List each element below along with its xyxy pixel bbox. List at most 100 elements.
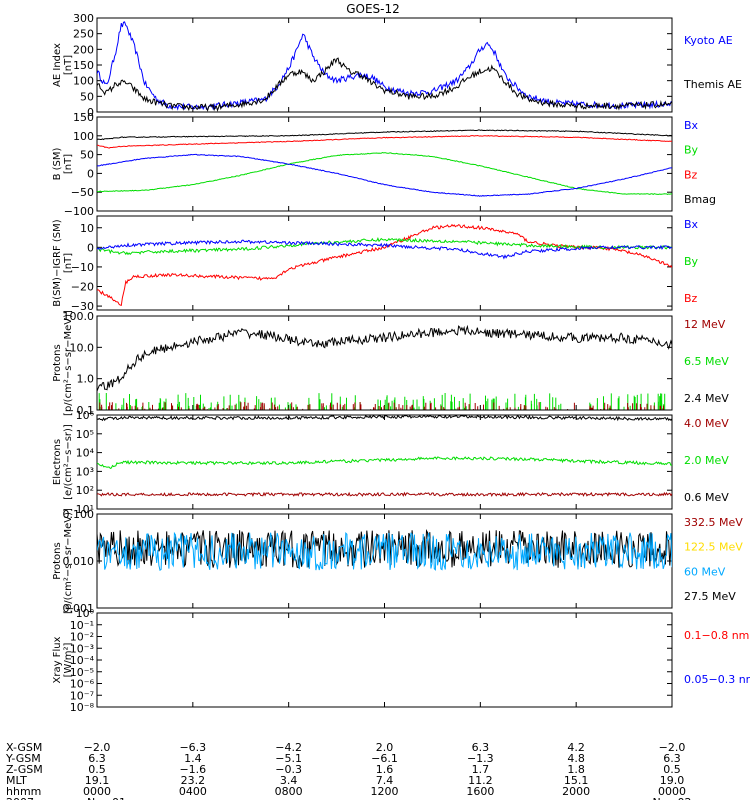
x-axis-tick-value: −4.2 (275, 741, 302, 754)
series-0-6-mev (97, 415, 672, 422)
series-2-0-mev (97, 456, 672, 469)
y-axis-label: B(SM)−IGRF (SM) (52, 219, 63, 306)
y-tick-label: 100.0 (63, 310, 95, 323)
series-2-4-mev (97, 324, 672, 392)
x-axis-tick-value: 4.8 (567, 752, 585, 765)
panel-6: 0.100 0.010 0.001 Protons [p/(cm²−s−sr−MeV)]… (52, 508, 743, 615)
y-axis-label: AE Index (52, 43, 63, 87)
x-axis-tick-value: −2.0 (659, 741, 686, 754)
x-axis-tick-value: −2.0 (84, 741, 111, 754)
series-kyoto-ae (97, 21, 672, 111)
x-axis-tick-value: 0000 (658, 785, 686, 798)
y-tick-label: 0.100 (63, 508, 95, 521)
y-axis-label: [p/(cm²−s−sr−MeV)] (63, 310, 74, 416)
y-tick-label: −20 (71, 281, 94, 294)
x-axis-tick-value: 2.0 (376, 741, 394, 754)
series-4-0-mev (97, 491, 672, 497)
y-tick-label: 10.0 (70, 341, 95, 354)
y-tick-label: 150 (73, 59, 94, 72)
x-axis-tick-value: 4.2 (567, 741, 585, 754)
series-bx (97, 153, 672, 197)
x-axis-tick-value: 3.4 (280, 774, 298, 787)
y-tick-label: 10⁻⁷ (70, 689, 94, 702)
panel-frame (96, 116, 673, 212)
series-6-5-mev (98, 393, 666, 410)
panel-5: 10⁶ 10⁵ 10⁴ 10³ 10² 10¹ Electrons [e/(cm²−s−sr)… (52, 409, 729, 516)
y-tick-label: 0.001 (63, 602, 95, 615)
x-axis-tick-value: 0000 (83, 785, 111, 798)
x-axis-tick-value: 7.4 (376, 774, 394, 787)
panel-3: 10 0 −10 −20 −30 B(SM)−IGRF (SM) [nT] Bx By Bz (52, 215, 699, 313)
y-axis-label: Protons (52, 344, 63, 381)
x-axis-tick-value: 6.3 (88, 752, 106, 765)
x-axis-tick-value: 23.2 (181, 774, 206, 787)
y-tick-label: 0 (87, 241, 94, 254)
series-bz (97, 223, 672, 307)
x-axis-tick-value: −5.1 (275, 752, 302, 765)
series-bmag (97, 129, 672, 141)
legend-entry: Bx (684, 119, 699, 132)
x-axis-table: X-GSMY-GSMZ-GSMMLThhmm2007−2.06.30.519.1… (5, 741, 691, 800)
legend-entry: Bx (684, 218, 699, 231)
y-tick-label: 10⁻³ (70, 642, 94, 655)
x-axis-tick-value: 1.8 (567, 763, 585, 776)
y-tick-label: −100 (64, 205, 94, 218)
x-axis-tick-value: 19.0 (660, 774, 685, 787)
y-tick-label: 10² (76, 484, 94, 497)
y-tick-label: 0 (87, 167, 94, 180)
x-axis-tick-value: 6.3 (472, 741, 490, 754)
y-tick-label: 200 (73, 43, 94, 56)
legend-entry: Themis AE (683, 78, 742, 91)
panel-frame (96, 315, 673, 411)
x-axis-tick-value: 6.3 (663, 752, 681, 765)
y-axis-label: [W/m²] (63, 642, 74, 677)
x-axis-tick-value: 2000 (562, 785, 590, 798)
panel-1: 300 250 200 150 100 50 0 AE Index [nT] Kyoto AE Th… (52, 12, 742, 119)
y-tick-label: 100 (73, 75, 94, 88)
series-themis-ae (97, 57, 672, 112)
legend-entry: 4.0 MeV (684, 417, 729, 430)
legend-entry: 0.05−0.3 nm (684, 673, 750, 686)
plot-title: GOES-12 (346, 2, 400, 16)
y-axis-label: Electrons (52, 439, 63, 485)
y-tick-label: 100 (73, 130, 94, 143)
y-tick-label: 300 (73, 12, 94, 25)
x-axis-tick-value: 0400 (179, 785, 207, 798)
y-tick-label: 10⁰ (76, 607, 95, 620)
x-axis-tick-value: 19.1 (85, 774, 110, 787)
y-tick-label: 10⁴ (76, 447, 95, 460)
y-tick-label: 10⁵ (76, 428, 94, 441)
y-tick-label: 1.0 (77, 373, 95, 386)
y-axis-label: Protons (52, 542, 63, 579)
x-axis-tick-value: Nov 01 (87, 796, 126, 800)
x-axis-tick-value: −1.3 (467, 752, 494, 765)
x-axis-tick-value: −6.1 (371, 752, 398, 765)
legend-entry: By (684, 255, 699, 268)
legend-entry: Bmag (684, 193, 716, 206)
y-tick-label: 10⁶ (76, 409, 95, 422)
y-tick-label: 10¹ (76, 503, 94, 516)
x-axis-tick-value: −6.3 (179, 741, 206, 754)
y-tick-label: 10⁻⁵ (70, 666, 94, 679)
x-axis-tick-value: 1.4 (184, 752, 202, 765)
x-axis-row-label: 2007 (6, 796, 34, 800)
x-axis-tick-value: 15.1 (564, 774, 589, 787)
legend-entry: 6.5 MeV (684, 355, 729, 368)
panel-frame (96, 17, 673, 113)
series-bz (97, 134, 672, 149)
y-tick-label: 10⁻¹ (70, 619, 94, 632)
y-tick-label: −30 (71, 300, 94, 313)
y-tick-label: 10 (80, 222, 94, 235)
x-axis-tick-value: 1600 (466, 785, 494, 798)
legend-entry: Bz (684, 168, 698, 181)
y-tick-label: 10³ (76, 465, 94, 478)
panel-2: 150 100 50 0 −50 −100 B (SM) [nT] Bx By Bz Bmag (52, 111, 716, 218)
x-axis-tick-value: 1.6 (376, 763, 394, 776)
panel-4: 100.0 10.0 1.0 0.1 Protons [p/(cm²−s−sr−MeV)]… (52, 310, 729, 417)
y-tick-label: 0.010 (63, 555, 95, 568)
x-axis-row-label: MLT (6, 774, 27, 787)
legend-entry: 12 MeV (684, 318, 726, 331)
y-tick-label: −10 (71, 261, 94, 274)
y-tick-label: 0 (87, 106, 94, 119)
